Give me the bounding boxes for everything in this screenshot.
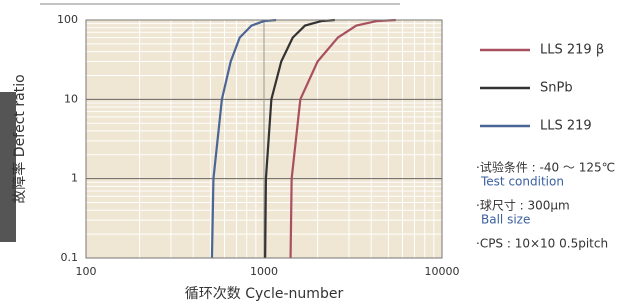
x-tick-label: 100 (76, 265, 97, 278)
y-tick-label: 1 (71, 172, 78, 185)
annotation: ·CPS : 10×10 0.5pitch (476, 237, 608, 251)
y-tick-label: 10 (64, 92, 78, 105)
chart: 故障率 Defect ratio 循环次数 Cycle-number 0.1 1 1… (0, 0, 633, 304)
y-axis-label: 故障率 Defect ratio (11, 74, 28, 203)
y-tick-label: 0.1 (61, 251, 79, 264)
x-tick-label: 10000 (425, 265, 460, 278)
x-axis-label: 循环次数 Cycle-number (185, 286, 344, 302)
x-tick-label: 1000 (250, 265, 278, 278)
annotation-subtext: Test condition (480, 175, 564, 189)
annotation: ·试验条件 : -40 ～ 125℃ (476, 160, 615, 175)
legend-label: LLS 219 β (540, 43, 604, 58)
annotation-subtext: Ball size (481, 213, 530, 227)
legend-label: LLS 219 (540, 119, 592, 134)
y-tick-label: 100 (57, 13, 78, 26)
legend-label: SnPb (540, 81, 573, 96)
annotation: ·球尺寸 : 300μm (476, 199, 570, 213)
